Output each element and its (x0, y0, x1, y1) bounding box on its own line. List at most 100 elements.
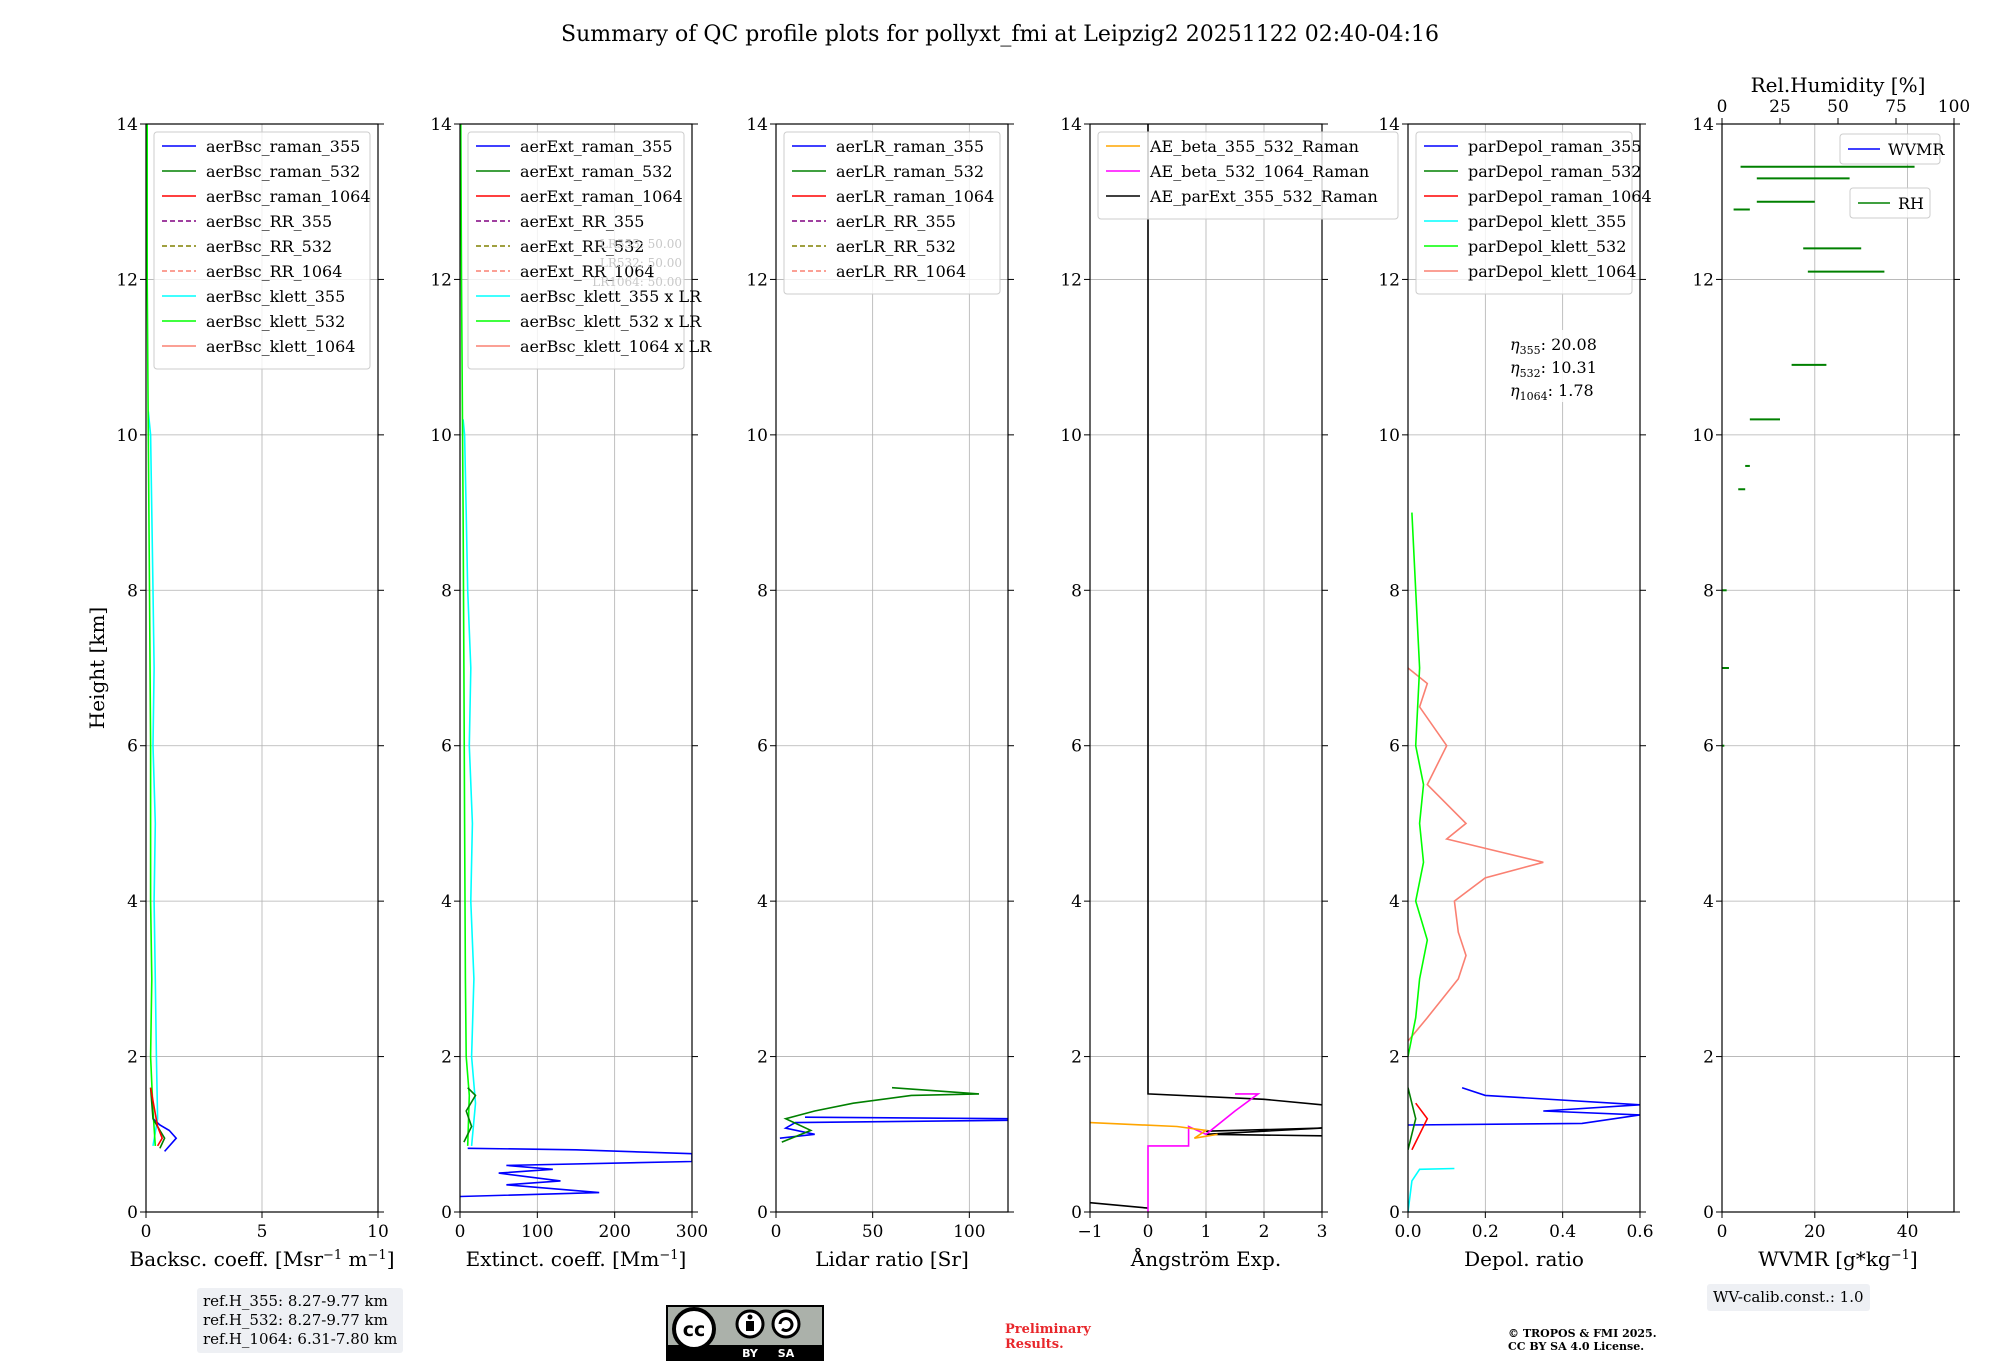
x-axis-label: Depol. ratio (1464, 1247, 1584, 1271)
ref-height-355: ref.H_355: 8.27-9.77 km (203, 1292, 388, 1310)
y-tick-label: 14 (1060, 115, 1082, 135)
y-tick-label: 0 (441, 1203, 452, 1223)
y-tick-label: 8 (1071, 581, 1082, 601)
y-tick-label: 6 (441, 737, 452, 757)
y-tick-label: 10 (1378, 426, 1400, 446)
lr-label: LR355: 50.00 (600, 237, 682, 251)
y-tick-label: 12 (430, 270, 452, 290)
by-icon-body (746, 1321, 754, 1331)
y-axis-label: Height [km] (85, 607, 109, 729)
legend-label: aerBsc_RR_1064 (206, 262, 342, 281)
x-tick-label: 100 (521, 1222, 553, 1242)
wv-calib-box: WV-calib.const.: 1.0 (1707, 1284, 1870, 1311)
legend-label: aerLR_RR_1064 (836, 262, 966, 281)
eta-label: η1064: 1.78 (1510, 381, 1594, 403)
cc-license-badge: cc BY SA (666, 1305, 824, 1361)
legend-label: aerBsc_klett_355 (206, 287, 345, 306)
series-AE_parExt_355_532_Raman (1147, 124, 1322, 1106)
x-axis-label: Backsc. coeff. [Msr−1 m−1] (130, 1247, 395, 1271)
legend-label: parDepol_klett_532 (1468, 237, 1626, 256)
plot-area (1408, 512, 1640, 1212)
series-parDepol_klett_532 (1408, 512, 1429, 1057)
legend-label: parDepol_raman_355 (1468, 137, 1641, 156)
lr-label: LR532: 50.00 (600, 256, 682, 270)
y-tick-label: 14 (430, 115, 452, 135)
x-axis-label: Extinct. coeff. [Mm−1] (466, 1247, 687, 1271)
y-tick-label: 2 (441, 1048, 452, 1068)
axes-frame (1407, 123, 1641, 1213)
series-aerLR_raman_355 (779, 1116, 1008, 1139)
y-tick-label: 2 (757, 1048, 768, 1068)
y-tick-label: 6 (1071, 737, 1082, 757)
x-tick-label: 0 (1717, 1222, 1728, 1242)
y-tick-label: 4 (1389, 892, 1400, 912)
eta-box (1504, 330, 1608, 402)
y-tick-label: 14 (1378, 115, 1400, 135)
series-AE_parExt_355_532_Raman (1205, 1127, 1322, 1137)
series-parDepol_raman_532 (1408, 1087, 1417, 1150)
y-tick-label: 10 (1692, 426, 1714, 446)
series-aerExt_raman_355 (460, 1147, 692, 1198)
reference-heights-box: ref.H_355: 8.27-9.77 km ref.H_532: 8.27-… (197, 1288, 404, 1353)
y-tick-label: 8 (757, 581, 768, 601)
cc-logo-text: cc (683, 1319, 706, 1341)
y-tick-label: 12 (1060, 270, 1082, 290)
legend-label: aerBsc_raman_1064 (206, 187, 371, 206)
y-tick-label: 8 (441, 581, 452, 601)
legend-label: parDepol_klett_1064 (1468, 262, 1637, 281)
y-tick-label: 6 (1703, 737, 1714, 757)
y-tick-label: 2 (1389, 1048, 1400, 1068)
preliminary-note: Preliminary Results. (1005, 1322, 1091, 1352)
y-tick-label: 10 (1060, 426, 1082, 446)
x-axis-label: Ångström Exp. (1130, 1246, 1281, 1271)
figure-title: Summary of QC profile plots for pollyxt_… (561, 22, 1439, 47)
y-tick-label: 4 (441, 892, 452, 912)
legend-label: AE_beta_355_532_Raman (1149, 137, 1359, 156)
legend-label: aerExt_raman_532 (520, 162, 673, 181)
by-icon-head (747, 1314, 753, 1320)
x-tick-label: 50 (862, 1222, 884, 1242)
preliminary-line-2: Results. (1005, 1337, 1064, 1352)
y-tick-label: 10 (116, 426, 138, 446)
legend-label: aerBsc_klett_1064 (206, 337, 355, 356)
legend-label: aerBsc_RR_532 (206, 237, 332, 256)
legend-box (1415, 131, 1633, 295)
copyright-note: © TROPOS & FMI 2025. CC BY SA 4.0 Licens… (1508, 1327, 1657, 1353)
legend-label: aerBsc_klett_532 x LR (520, 312, 702, 331)
top-tick-label: 50 (1827, 97, 1849, 117)
legend-label: aerLR_raman_532 (836, 162, 984, 181)
legend-label: AE_beta_532_1064_Raman (1149, 162, 1369, 181)
copyright-line-2: CC BY SA 4.0 License. (1508, 1340, 1645, 1353)
x-tick-label: 200 (598, 1222, 630, 1242)
y-tick-label: 0 (1389, 1203, 1400, 1223)
y-tick-label: 2 (1071, 1048, 1082, 1068)
cc-logo-icon (672, 1307, 716, 1351)
x-tick-label: 0 (141, 1222, 152, 1242)
panel-5: 0.0 0.2 0.4 0.6 0 2 4 6 8 10 12 14 Depol. ratio parDe… (1378, 115, 1653, 1271)
copyright-line-1: © TROPOS & FMI 2025. (1508, 1327, 1657, 1340)
y-tick-label: 14 (116, 115, 138, 135)
x-tick-label: 0 (1143, 1222, 1154, 1242)
y-tick-label: 12 (116, 270, 138, 290)
x-tick-label: 40 (1897, 1222, 1919, 1242)
y-tick-label: 8 (1389, 581, 1400, 601)
y-tick-label: 8 (1703, 581, 1714, 601)
legend-label: aerBsc_raman_532 (206, 162, 360, 181)
x-tick-label: −1 (1077, 1222, 1102, 1242)
panel-6: 0 20 40 0 2 4 6 8 10 12 14 WVMR [g*kg−1] WVMR RH 0 25 50… (1692, 73, 1970, 1271)
legend-label: aerBsc_raman_355 (206, 137, 360, 156)
series-parDepol_klett_355 (1408, 1167, 1455, 1212)
legend-label: AE_parExt_355_532_Raman (1149, 187, 1378, 206)
preliminary-line-1: Preliminary (1005, 1322, 1091, 1337)
x-tick-label: 300 (676, 1222, 708, 1242)
x-tick-label: 5 (257, 1222, 268, 1242)
eta-label: η355: 20.08 (1510, 335, 1597, 357)
series-parDepol_raman_1064 (1411, 1102, 1429, 1151)
legend-label: WVMR (1888, 140, 1945, 159)
series-aerBsc_klett_532 (146, 124, 157, 1146)
y-tick-label: 0 (1703, 1203, 1714, 1223)
series-aerExt_raman_532 (463, 1087, 477, 1143)
series-aerBsc_klett_355 (147, 411, 159, 1147)
legend-label: aerBsc_klett_355 x LR (520, 287, 702, 306)
